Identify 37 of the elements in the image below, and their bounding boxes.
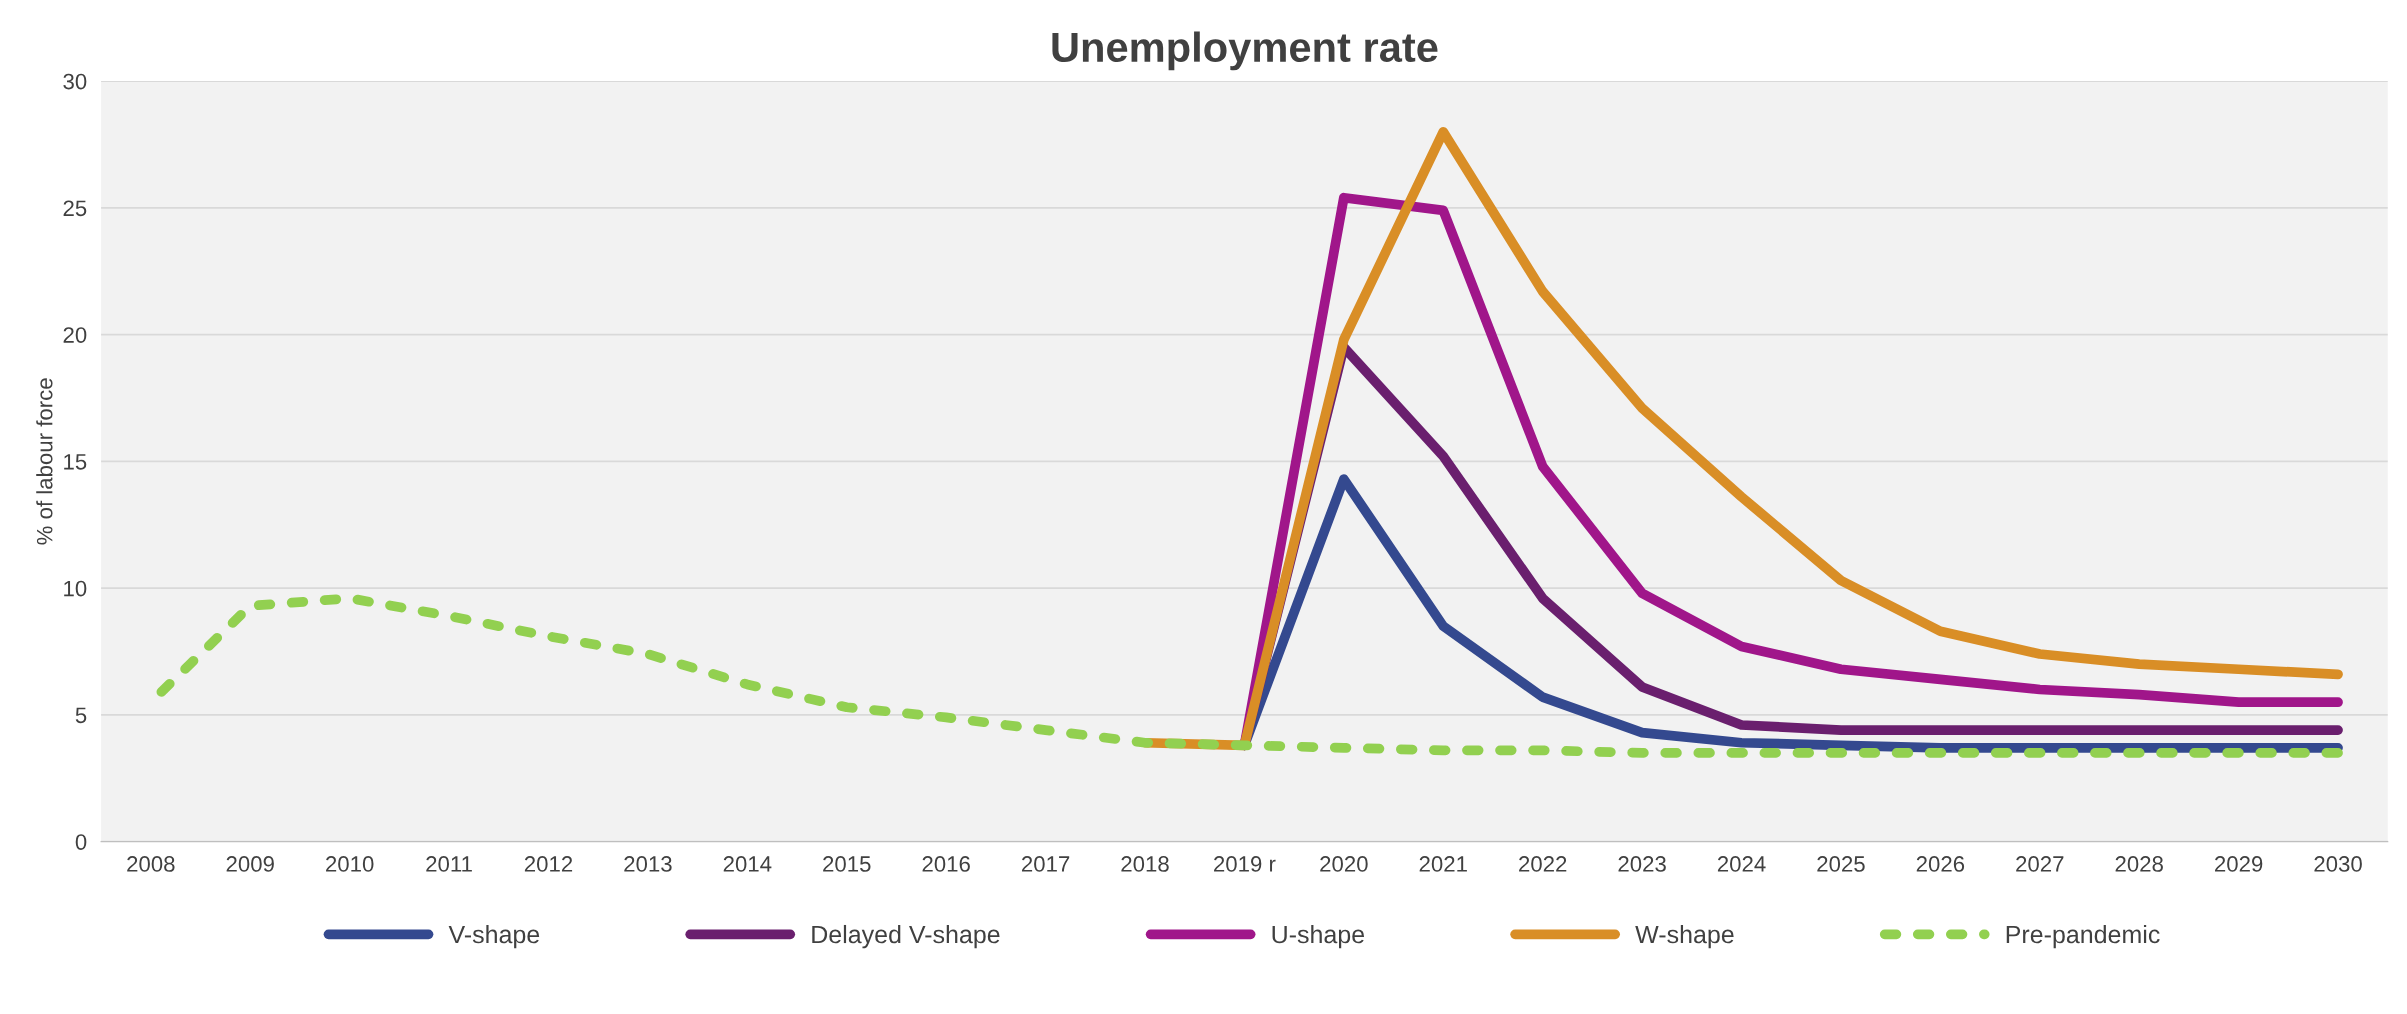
y-tick-label: 5	[75, 707, 87, 724]
x-tick-label: 2025	[1817, 856, 1865, 872]
x-tick-label: 2024	[1717, 856, 1766, 872]
legend-label: Delayed V-shape	[812, 924, 1000, 949]
y-tick-label: 25	[63, 200, 87, 217]
x-tick-label: 2027	[2016, 856, 2064, 872]
x-tick-label: 2016	[922, 856, 970, 872]
y-tick-label: 30	[63, 73, 87, 90]
x-tick-label: 2019 r	[1214, 856, 1276, 872]
y-axis-title: % of labour force	[36, 378, 53, 545]
x-tick-label: 2008	[127, 856, 175, 872]
x-tick-label: 2009	[226, 856, 274, 872]
x-tick-label: 2021	[1419, 856, 1467, 872]
chart-title: Unemployment rate	[1052, 31, 1438, 71]
legend-label: V-shape	[448, 924, 540, 949]
x-tick-label: 2014	[723, 856, 772, 872]
x-tick-label: 2030	[2314, 856, 2362, 872]
legend-label: Pre-pandemic	[2006, 924, 2160, 949]
x-tick-label: 2012	[524, 856, 573, 872]
x-tick-label: 2010	[326, 856, 374, 872]
y-tick-label: 10	[64, 580, 87, 597]
x-tick-label: 2011	[426, 856, 472, 872]
x-tick-label: 2026	[1916, 856, 1965, 872]
legend-label: U-shape	[1272, 924, 1365, 949]
x-tick-label: 2022	[1519, 856, 1567, 872]
y-tick-label: 15	[64, 454, 87, 470]
x-tick-label: 2017	[1021, 856, 1070, 872]
x-tick-label: 2018	[1121, 856, 1169, 872]
x-tick-label: 2020	[1320, 856, 1368, 872]
x-tick-label: 2028	[2115, 856, 2163, 872]
y-tick-label: 20	[63, 327, 87, 343]
x-tick-label: 2015	[823, 856, 871, 872]
x-tick-label: 2029	[2215, 856, 2263, 872]
x-tick-label: 2013	[624, 856, 672, 872]
legend-label: W-shape	[1635, 924, 1734, 949]
x-tick-label: 2023	[1618, 856, 1666, 872]
y-tick-label: 0	[75, 834, 87, 850]
